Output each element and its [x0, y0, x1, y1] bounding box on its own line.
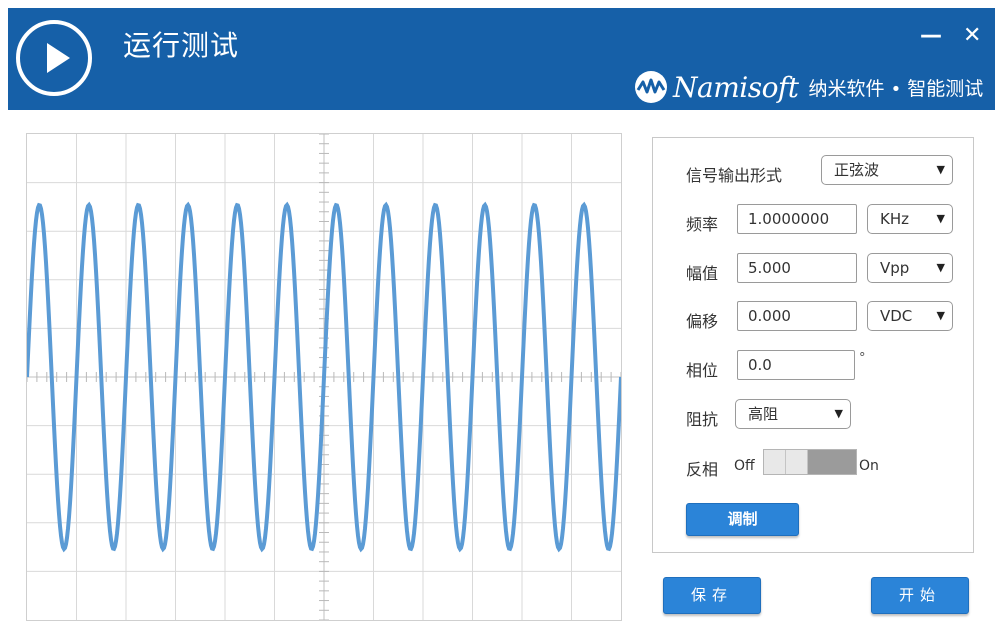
impedance-label: 阻抗: [686, 410, 719, 429]
close-button[interactable]: ✕: [963, 23, 982, 48]
modulate-button[interactable]: 调制: [686, 503, 799, 536]
phase-input[interactable]: 0.0: [737, 350, 855, 380]
signal-output-label: 信号输出形式: [686, 166, 783, 185]
frequency-input[interactable]: 1.0000000: [737, 204, 857, 234]
toggle-segment: [764, 450, 786, 474]
frequency-label: 频率: [686, 215, 719, 234]
chevron-down-icon: ▼: [936, 309, 945, 322]
start-button[interactable]: 开始: [871, 577, 969, 614]
chevron-down-icon: ▼: [834, 407, 843, 420]
save-button[interactable]: 保存: [663, 577, 761, 614]
amplitude-input[interactable]: 5.000: [737, 253, 857, 283]
offset-input[interactable]: 0.000: [737, 301, 857, 331]
namisoft-logo-icon: [635, 71, 667, 103]
chevron-down-icon: ▼: [936, 163, 945, 176]
toggle-thumb[interactable]: [808, 450, 856, 474]
toggle-segment: [786, 450, 808, 474]
brand-company: 纳米软件: [808, 77, 885, 100]
brand-tagline: 纳米软件 • 智能测试: [809, 74, 984, 101]
window-title: 运行测试: [123, 29, 240, 62]
frequency-unit-select[interactable]: KHz ▼: [867, 204, 953, 234]
amplitude-unit-value: Vpp: [880, 259, 910, 277]
waveform-canvas: [27, 134, 621, 620]
offset-unit-value: VDC: [880, 307, 913, 325]
offset-unit-select[interactable]: VDC ▼: [867, 301, 953, 331]
invert-on-label: On: [859, 458, 879, 474]
brand-separator: •: [890, 78, 902, 100]
invert-label: 反相: [686, 460, 719, 479]
signal-settings-panel: 信号输出形式 正弦波 ▼ 频率 1.0000000 KHz ▼ 幅值 5.000…: [652, 137, 974, 553]
brand-bar: Namisoft 纳米软件 • 智能测试: [633, 70, 983, 104]
sine-waveform: [27, 201, 621, 553]
play-icon[interactable]: [16, 20, 92, 96]
minimize-button[interactable]: —: [920, 23, 942, 48]
amplitude-label: 幅值: [686, 264, 719, 283]
waveform-display: [26, 133, 622, 621]
signal-output-select[interactable]: 正弦波 ▼: [821, 155, 953, 185]
impedance-select[interactable]: 高阻 ▼: [735, 399, 851, 429]
phase-unit: °: [859, 351, 866, 366]
invert-toggle[interactable]: [763, 449, 857, 475]
brand-logo-text: Namisoft: [673, 70, 799, 104]
brand-product: 智能测试: [907, 77, 984, 100]
phase-label: 相位: [686, 361, 719, 380]
chevron-down-icon: ▼: [936, 261, 945, 274]
amplitude-unit-select[interactable]: Vpp ▼: [867, 253, 953, 283]
title-bar: 运行测试 — ✕ Namisoft 纳米软件 • 智能测试: [8, 8, 995, 110]
impedance-value: 高阻: [748, 405, 779, 423]
invert-off-label: Off: [734, 458, 755, 474]
chevron-down-icon: ▼: [936, 212, 945, 225]
top-strip: [0, 0, 995, 8]
frequency-unit-value: KHz: [880, 210, 909, 228]
offset-label: 偏移: [686, 312, 719, 331]
signal-output-value: 正弦波: [834, 161, 880, 179]
